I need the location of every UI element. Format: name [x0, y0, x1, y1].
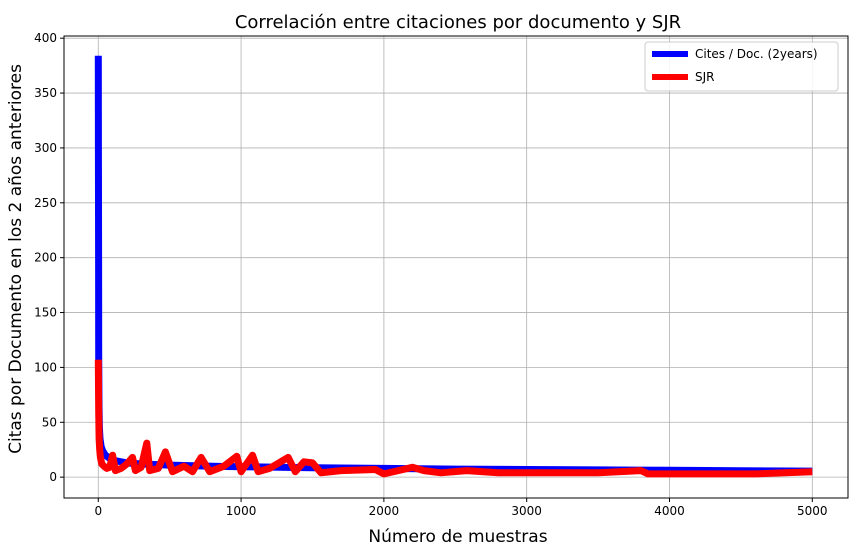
y-tick-label: 300	[34, 141, 57, 155]
legend-box	[644, 41, 839, 92]
x-tick-label: 0	[94, 504, 102, 518]
legend-label-sjr: SJR	[695, 70, 715, 84]
x-tick-label: 5000	[797, 504, 828, 518]
y-tick-label: 400	[34, 31, 57, 45]
y-tick-label: 350	[34, 86, 57, 100]
axis-ticks: 0 1000 2000 3000 4000 5000 0 50 100 150 200 250 300 3…	[34, 31, 827, 518]
y-axis-label: Citas por Documento en los 2 años anteri…	[6, 64, 26, 454]
series-sjr-line	[94, 359, 813, 478]
x-tick-label: 2000	[369, 504, 400, 518]
x-tick-label: 4000	[654, 504, 685, 518]
chart-title: Correlación entre citaciones por documen…	[235, 12, 681, 33]
y-tick-label: 200	[34, 251, 57, 265]
x-tick-label: 1000	[226, 504, 257, 518]
y-tick-label: 100	[34, 360, 57, 374]
y-tick-label: 250	[34, 196, 57, 210]
grid	[64, 36, 848, 498]
y-tick-label: 50	[42, 415, 57, 429]
x-axis-label: Número de muestras	[368, 527, 547, 547]
legend: Cites / Doc. (2years) SJR	[644, 41, 839, 92]
series-cites-line	[94, 55, 813, 475]
plot-frame	[63, 35, 849, 499]
x-tick-label: 3000	[511, 504, 542, 518]
y-tick-label: 0	[49, 470, 57, 484]
legend-label-cites: Cites / Doc. (2years)	[695, 47, 818, 61]
y-tick-label: 150	[34, 306, 57, 320]
series-layer	[94, 55, 813, 478]
